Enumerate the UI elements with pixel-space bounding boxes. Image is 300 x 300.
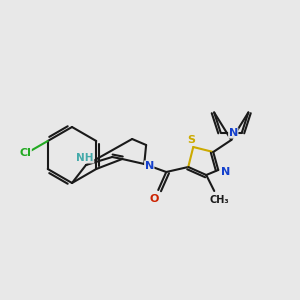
Text: NH: NH (76, 153, 94, 163)
Text: N: N (229, 128, 238, 138)
Text: O: O (150, 194, 159, 204)
Text: S: S (187, 135, 195, 145)
Text: CH₃: CH₃ (209, 195, 229, 205)
Text: N: N (220, 167, 230, 177)
Text: N: N (145, 161, 154, 171)
Text: Cl: Cl (20, 148, 31, 158)
